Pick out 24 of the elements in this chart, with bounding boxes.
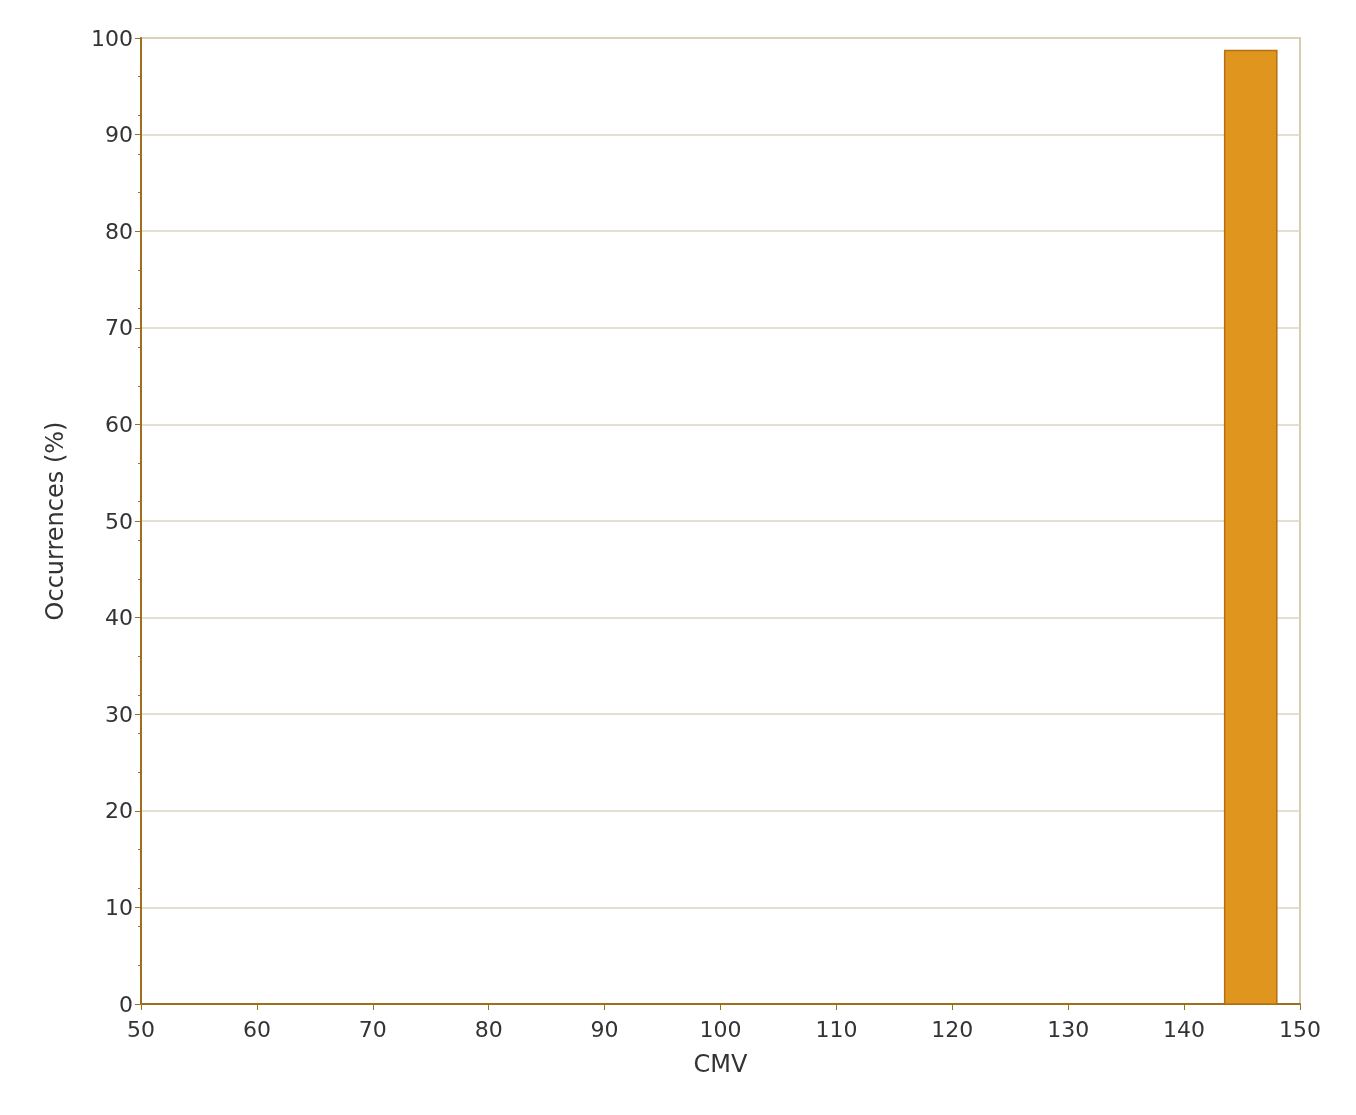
x-tick-label: 70: [358, 1016, 387, 1042]
y-tick-label: 10: [105, 894, 133, 920]
y-tick-label: 100: [91, 25, 133, 51]
x-tick-label: 130: [1047, 1016, 1090, 1042]
y-tick-label: 20: [105, 798, 133, 824]
x-axis-title: CMV: [693, 1050, 749, 1078]
y-tick-label: 80: [105, 218, 133, 244]
x-tick-label: 60: [242, 1016, 271, 1042]
x-tick-label: 150: [1279, 1016, 1321, 1042]
y-tick-label: 50: [105, 508, 133, 534]
y-tick-label: 0: [119, 991, 133, 1017]
x-tick-label: 110: [815, 1016, 858, 1042]
x-tick-label: 140: [1163, 1016, 1206, 1042]
x-tick-label: 90: [590, 1016, 619, 1042]
x-tick-label: 100: [699, 1016, 742, 1042]
y-tick-label: 70: [105, 315, 133, 341]
y-tick-label: 40: [105, 605, 133, 631]
x-tick-label: 80: [474, 1016, 503, 1042]
x-tick-label: 50: [127, 1016, 155, 1042]
y-tick-label: 60: [105, 411, 133, 437]
y-axis-title: Occurrences (%): [41, 421, 69, 621]
y-tick-label: 30: [105, 701, 133, 727]
y-tick-label: 90: [105, 122, 133, 148]
x-tick-label: 120: [931, 1016, 974, 1042]
